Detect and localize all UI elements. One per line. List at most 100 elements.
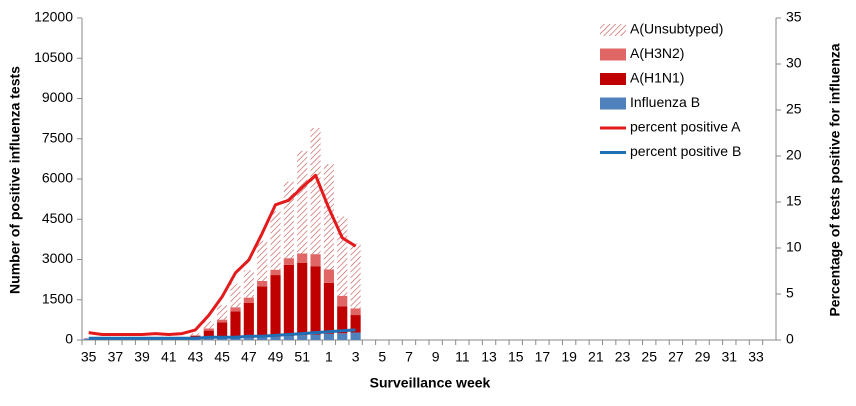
- bar: [257, 337, 268, 340]
- bar: [297, 150, 308, 254]
- bar: [203, 330, 214, 339]
- bar: [257, 240, 268, 281]
- x-tick-label: 51: [294, 349, 310, 365]
- bar: [323, 164, 334, 270]
- bar: [257, 286, 268, 338]
- bar: [337, 306, 348, 334]
- x-tick-label: 25: [641, 349, 657, 365]
- bar: [203, 321, 214, 329]
- x-tick-label: 19: [561, 349, 577, 365]
- bar: [337, 216, 348, 296]
- line: [88, 328, 356, 340]
- y-tick-label: 4500: [42, 210, 73, 226]
- legend-swatch: [600, 24, 626, 36]
- bar: [350, 308, 361, 316]
- bar: [243, 297, 254, 303]
- bar: [310, 266, 321, 335]
- bar: [257, 280, 268, 287]
- bar: [217, 305, 228, 320]
- y-tick-label: 0: [65, 331, 73, 347]
- y2-tick-label: 35: [786, 9, 802, 25]
- y-tick-label: 12000: [34, 9, 73, 25]
- line: [88, 173, 357, 336]
- x-tick-label: 43: [188, 349, 204, 365]
- x-tick-label: 39: [134, 349, 150, 365]
- x-tick-label: 27: [668, 349, 684, 365]
- bar: [337, 333, 348, 340]
- y2-tick-label: 20: [786, 147, 802, 163]
- bar: [297, 253, 308, 263]
- x-tick-label: 47: [241, 349, 257, 365]
- bar: [350, 315, 361, 333]
- x-tick-label: 9: [432, 349, 440, 365]
- bar: [190, 335, 201, 336]
- bar: [283, 181, 294, 259]
- bar: [230, 311, 241, 339]
- y-tick-label: 1500: [42, 290, 73, 306]
- x-tick-label: 17: [535, 349, 551, 365]
- x-tick-label: 7: [405, 349, 413, 365]
- bar: [310, 334, 321, 340]
- x-tick-label: 41: [161, 349, 177, 365]
- x-tick-label: 3: [352, 349, 360, 365]
- bar: [283, 258, 294, 265]
- bar: [230, 338, 241, 340]
- y-tick-label: 6000: [42, 170, 73, 186]
- bar: [270, 275, 281, 337]
- bar: [323, 282, 334, 334]
- legend-swatch: [600, 73, 626, 85]
- bar: [270, 269, 281, 276]
- bar: [190, 333, 201, 336]
- bar: [297, 335, 308, 340]
- legend-label: Influenza B: [630, 94, 700, 110]
- bar: [350, 332, 361, 340]
- y-axis-title: Number of positive influenza tests: [7, 66, 23, 294]
- bar: [217, 338, 228, 340]
- x-tick-label: 5: [378, 349, 386, 365]
- bar: [230, 283, 241, 308]
- y-tick-label: 7500: [42, 129, 73, 145]
- bar: [203, 328, 214, 331]
- x-tick-label: 31: [721, 349, 737, 365]
- x-tick-label: 21: [588, 349, 604, 365]
- legend-label: A(Unsubtyped): [630, 21, 723, 37]
- y2-tick-label: 10: [786, 239, 802, 255]
- x-tick-label: 29: [695, 349, 711, 365]
- legend-swatch: [600, 48, 626, 61]
- legend-label: A(H3N2): [630, 45, 684, 61]
- bar: [270, 211, 281, 270]
- bar: [337, 295, 348, 307]
- y2-tick-label: 0: [786, 331, 794, 347]
- y2-tick-label: 25: [786, 101, 802, 117]
- x-tick-label: 45: [214, 349, 230, 365]
- bar: [323, 269, 334, 283]
- x-tick-label: 15: [508, 349, 524, 365]
- bar: [283, 335, 294, 340]
- x-tick-label: 37: [108, 349, 124, 365]
- x-tick-label: 49: [268, 349, 284, 365]
- y-tick-label: 10500: [34, 49, 73, 65]
- x-tick-label: 33: [748, 349, 764, 365]
- bar: [350, 243, 361, 309]
- x-tick-label: 11: [455, 349, 470, 365]
- x-tick-label: 23: [615, 349, 631, 365]
- x-tick-label: 13: [481, 349, 497, 365]
- bar: [217, 319, 228, 323]
- y2-tick-label: 30: [786, 55, 802, 71]
- bar: [243, 302, 254, 338]
- legend-label: A(H1N1): [630, 70, 684, 86]
- bar: [243, 337, 254, 340]
- y2-tick-label: 15: [786, 193, 802, 209]
- bar: [203, 338, 214, 340]
- bar: [217, 322, 228, 339]
- x-axis-title: Surveillance week: [370, 375, 491, 391]
- legend-swatch: [600, 97, 626, 110]
- bar: [310, 128, 321, 255]
- bar: [83, 337, 94, 339]
- bar: [243, 270, 254, 298]
- bar: [310, 254, 321, 267]
- bar: [283, 264, 294, 336]
- legend-label: percent positive B: [630, 143, 741, 159]
- bar: [83, 338, 94, 340]
